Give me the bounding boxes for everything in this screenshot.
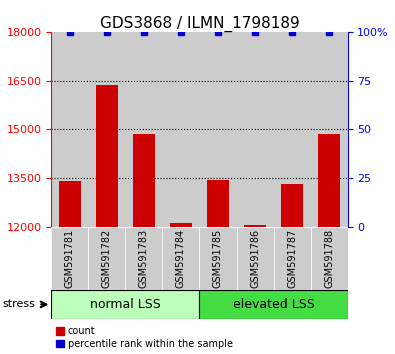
Bar: [170, 223, 192, 227]
Bar: [207, 179, 229, 227]
Text: GSM591788: GSM591788: [324, 229, 334, 288]
Bar: [199, 290, 348, 319]
Bar: [274, 227, 310, 290]
Text: GSM591784: GSM591784: [176, 229, 186, 288]
Text: GSM591782: GSM591782: [102, 229, 112, 288]
Bar: [96, 85, 118, 227]
Text: GSM591781: GSM591781: [65, 229, 75, 288]
Bar: [51, 227, 88, 290]
Bar: [133, 134, 155, 227]
Text: elevated LSS: elevated LSS: [233, 298, 314, 311]
Bar: [51, 32, 88, 227]
Text: normal LSS: normal LSS: [90, 298, 161, 311]
Bar: [51, 290, 199, 319]
Text: GSM591785: GSM591785: [213, 229, 223, 288]
Bar: [88, 227, 126, 290]
Bar: [88, 32, 126, 227]
Bar: [162, 227, 199, 290]
Text: stress: stress: [2, 299, 35, 309]
Bar: [281, 184, 303, 227]
Title: GDS3868 / ILMN_1798189: GDS3868 / ILMN_1798189: [100, 16, 299, 32]
Bar: [162, 32, 199, 227]
Bar: [237, 227, 274, 290]
Bar: [59, 181, 81, 227]
Legend: count, percentile rank within the sample: count, percentile rank within the sample: [56, 326, 233, 349]
Bar: [126, 227, 162, 290]
Text: GSM591783: GSM591783: [139, 229, 149, 288]
Bar: [237, 32, 274, 227]
Bar: [244, 225, 266, 227]
Bar: [199, 227, 237, 290]
Bar: [310, 32, 348, 227]
Bar: [318, 134, 340, 227]
Text: GSM591786: GSM591786: [250, 229, 260, 288]
Text: GSM591787: GSM591787: [287, 229, 297, 288]
Bar: [310, 227, 348, 290]
Bar: [199, 32, 237, 227]
Bar: [274, 32, 310, 227]
Bar: [126, 32, 162, 227]
